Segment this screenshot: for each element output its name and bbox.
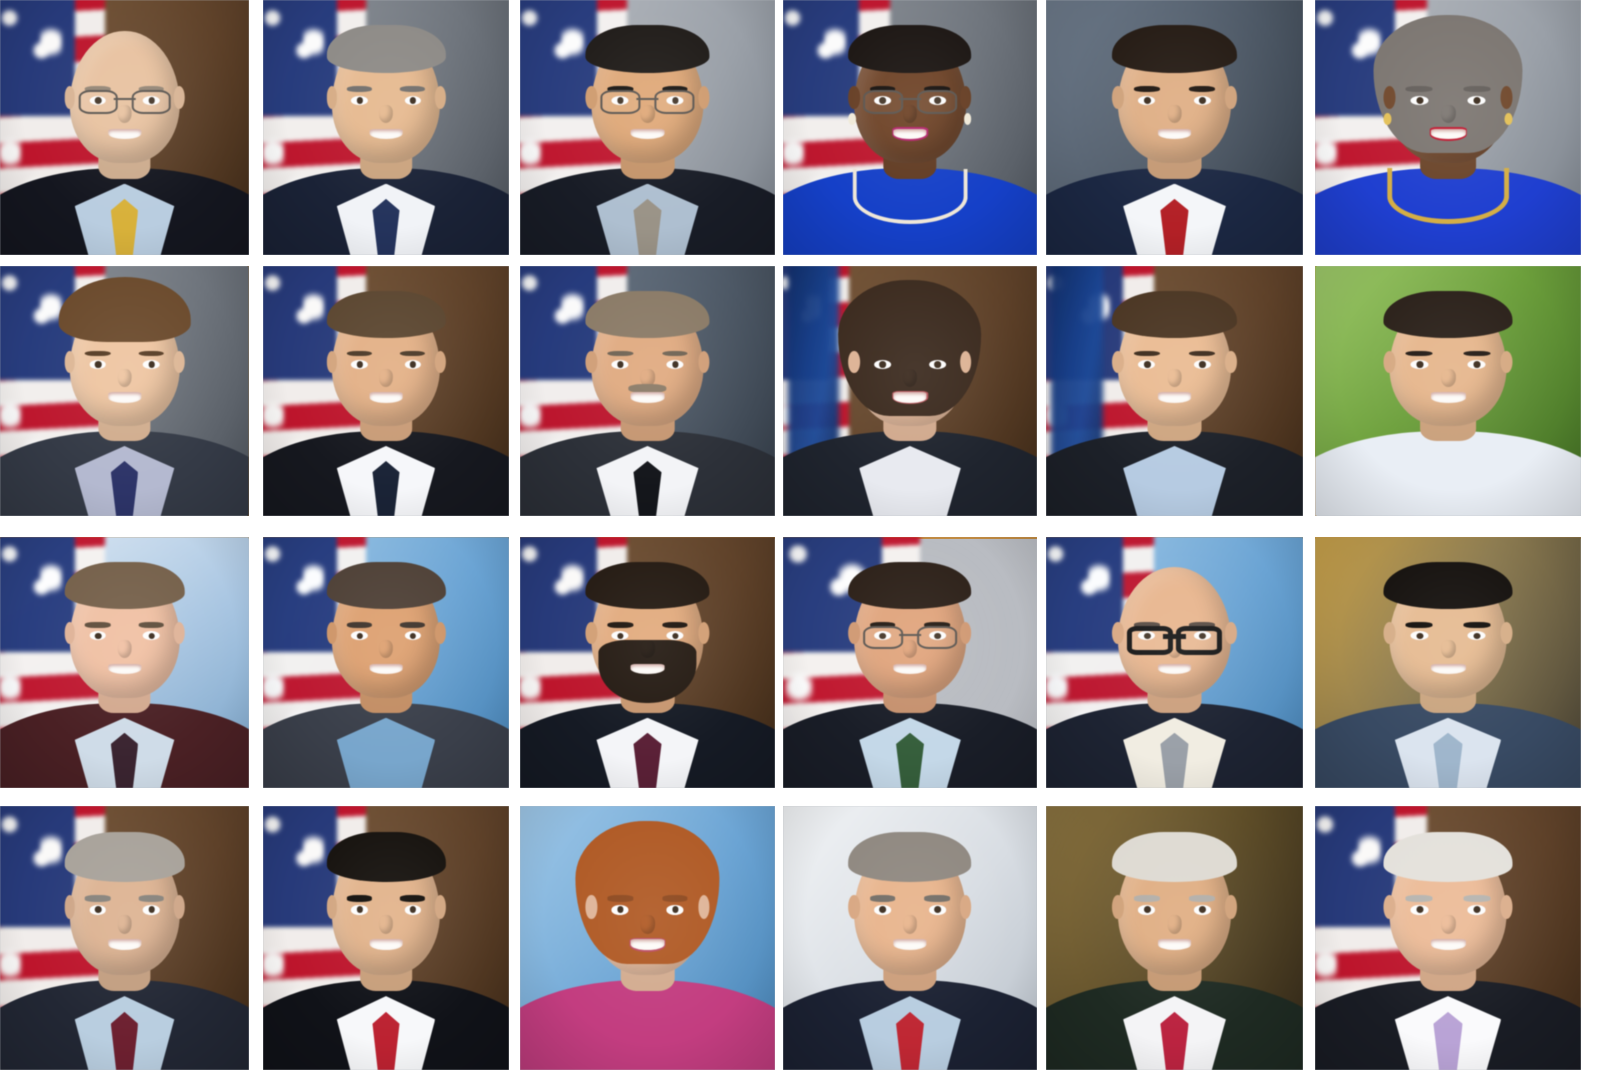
eyeglasses <box>863 90 957 115</box>
portrait-subject <box>1046 0 1303 255</box>
eyeglasses <box>863 625 957 650</box>
portrait-image <box>1046 0 1303 255</box>
portrait-image <box>0 0 249 255</box>
portrait-image <box>520 266 775 516</box>
portrait-subject <box>263 0 509 255</box>
portrait-subject <box>520 266 775 516</box>
portrait-cell[interactable] <box>0 537 249 788</box>
portrait-subject <box>0 806 249 1070</box>
portrait-subject <box>1046 537 1303 788</box>
portrait-cell[interactable] <box>263 266 509 516</box>
portrait-image <box>1315 537 1581 788</box>
portrait-image <box>0 537 249 788</box>
portrait-cell[interactable] <box>1046 537 1303 788</box>
portrait-cell[interactable] <box>263 537 509 788</box>
portrait-subject <box>263 537 509 788</box>
portrait-subject <box>783 266 1037 516</box>
portrait-cell[interactable] <box>1315 266 1581 516</box>
portrait-subject <box>263 806 509 1070</box>
portrait-cell[interactable] <box>1046 266 1303 516</box>
portrait-subject <box>0 0 249 255</box>
portrait-image <box>1046 266 1303 516</box>
portrait-image <box>1315 0 1581 255</box>
portrait-image <box>783 0 1037 255</box>
eyeglasses <box>600 90 695 115</box>
portrait-cell[interactable] <box>783 266 1037 516</box>
portrait-subject <box>520 0 775 255</box>
portrait-cell[interactable] <box>0 806 249 1070</box>
portrait-image <box>0 266 249 516</box>
portrait-image <box>263 266 509 516</box>
portrait-cell[interactable] <box>0 266 249 516</box>
eyeglasses <box>78 90 171 115</box>
portrait-cell[interactable] <box>1046 806 1303 1070</box>
portrait-subject <box>783 806 1037 1070</box>
portrait-image <box>263 0 509 255</box>
portrait-image <box>783 806 1037 1070</box>
portrait-cell[interactable] <box>263 0 509 255</box>
portrait-cell[interactable] <box>263 806 509 1070</box>
portrait-image <box>1046 806 1303 1070</box>
portrait-image <box>0 806 249 1070</box>
portrait-image <box>520 537 775 788</box>
portrait-subject <box>520 537 775 788</box>
portrait-image <box>1046 537 1303 788</box>
portrait-subject <box>783 0 1037 255</box>
portrait-subject <box>0 266 249 516</box>
portrait-subject <box>520 806 775 1070</box>
portrait-subject <box>1315 0 1581 255</box>
portrait-cell[interactable] <box>1315 806 1581 1070</box>
portrait-subject <box>0 537 249 788</box>
portrait-cell[interactable] <box>1046 0 1303 255</box>
portrait-subject <box>1315 537 1581 788</box>
eyeglasses <box>1126 625 1222 656</box>
portrait-subject <box>263 266 509 516</box>
portrait-cell[interactable] <box>520 0 775 255</box>
portrait-image <box>1315 266 1581 516</box>
portrait-subject <box>1315 266 1581 516</box>
portrait-cell[interactable] <box>520 806 775 1070</box>
portrait-image <box>263 537 509 788</box>
portrait-subject <box>1315 806 1581 1070</box>
portrait-subject <box>783 537 1037 788</box>
portrait-cell[interactable] <box>783 0 1037 255</box>
portrait-image <box>783 266 1037 516</box>
portrait-image <box>1315 806 1581 1070</box>
portrait-cell[interactable] <box>1315 537 1581 788</box>
portrait-cell[interactable] <box>520 266 775 516</box>
portrait-image <box>783 537 1037 788</box>
portrait-subject <box>1046 266 1303 516</box>
portrait-cell[interactable] <box>783 806 1037 1070</box>
portrait-cell[interactable] <box>520 537 775 788</box>
portrait-subject <box>1046 806 1303 1070</box>
portrait-image <box>520 0 775 255</box>
portrait-cell[interactable] <box>0 0 249 255</box>
portrait-image <box>520 806 775 1070</box>
portrait-image <box>263 806 509 1070</box>
portrait-cell[interactable] <box>783 537 1037 788</box>
portrait-cell[interactable] <box>1315 0 1581 255</box>
